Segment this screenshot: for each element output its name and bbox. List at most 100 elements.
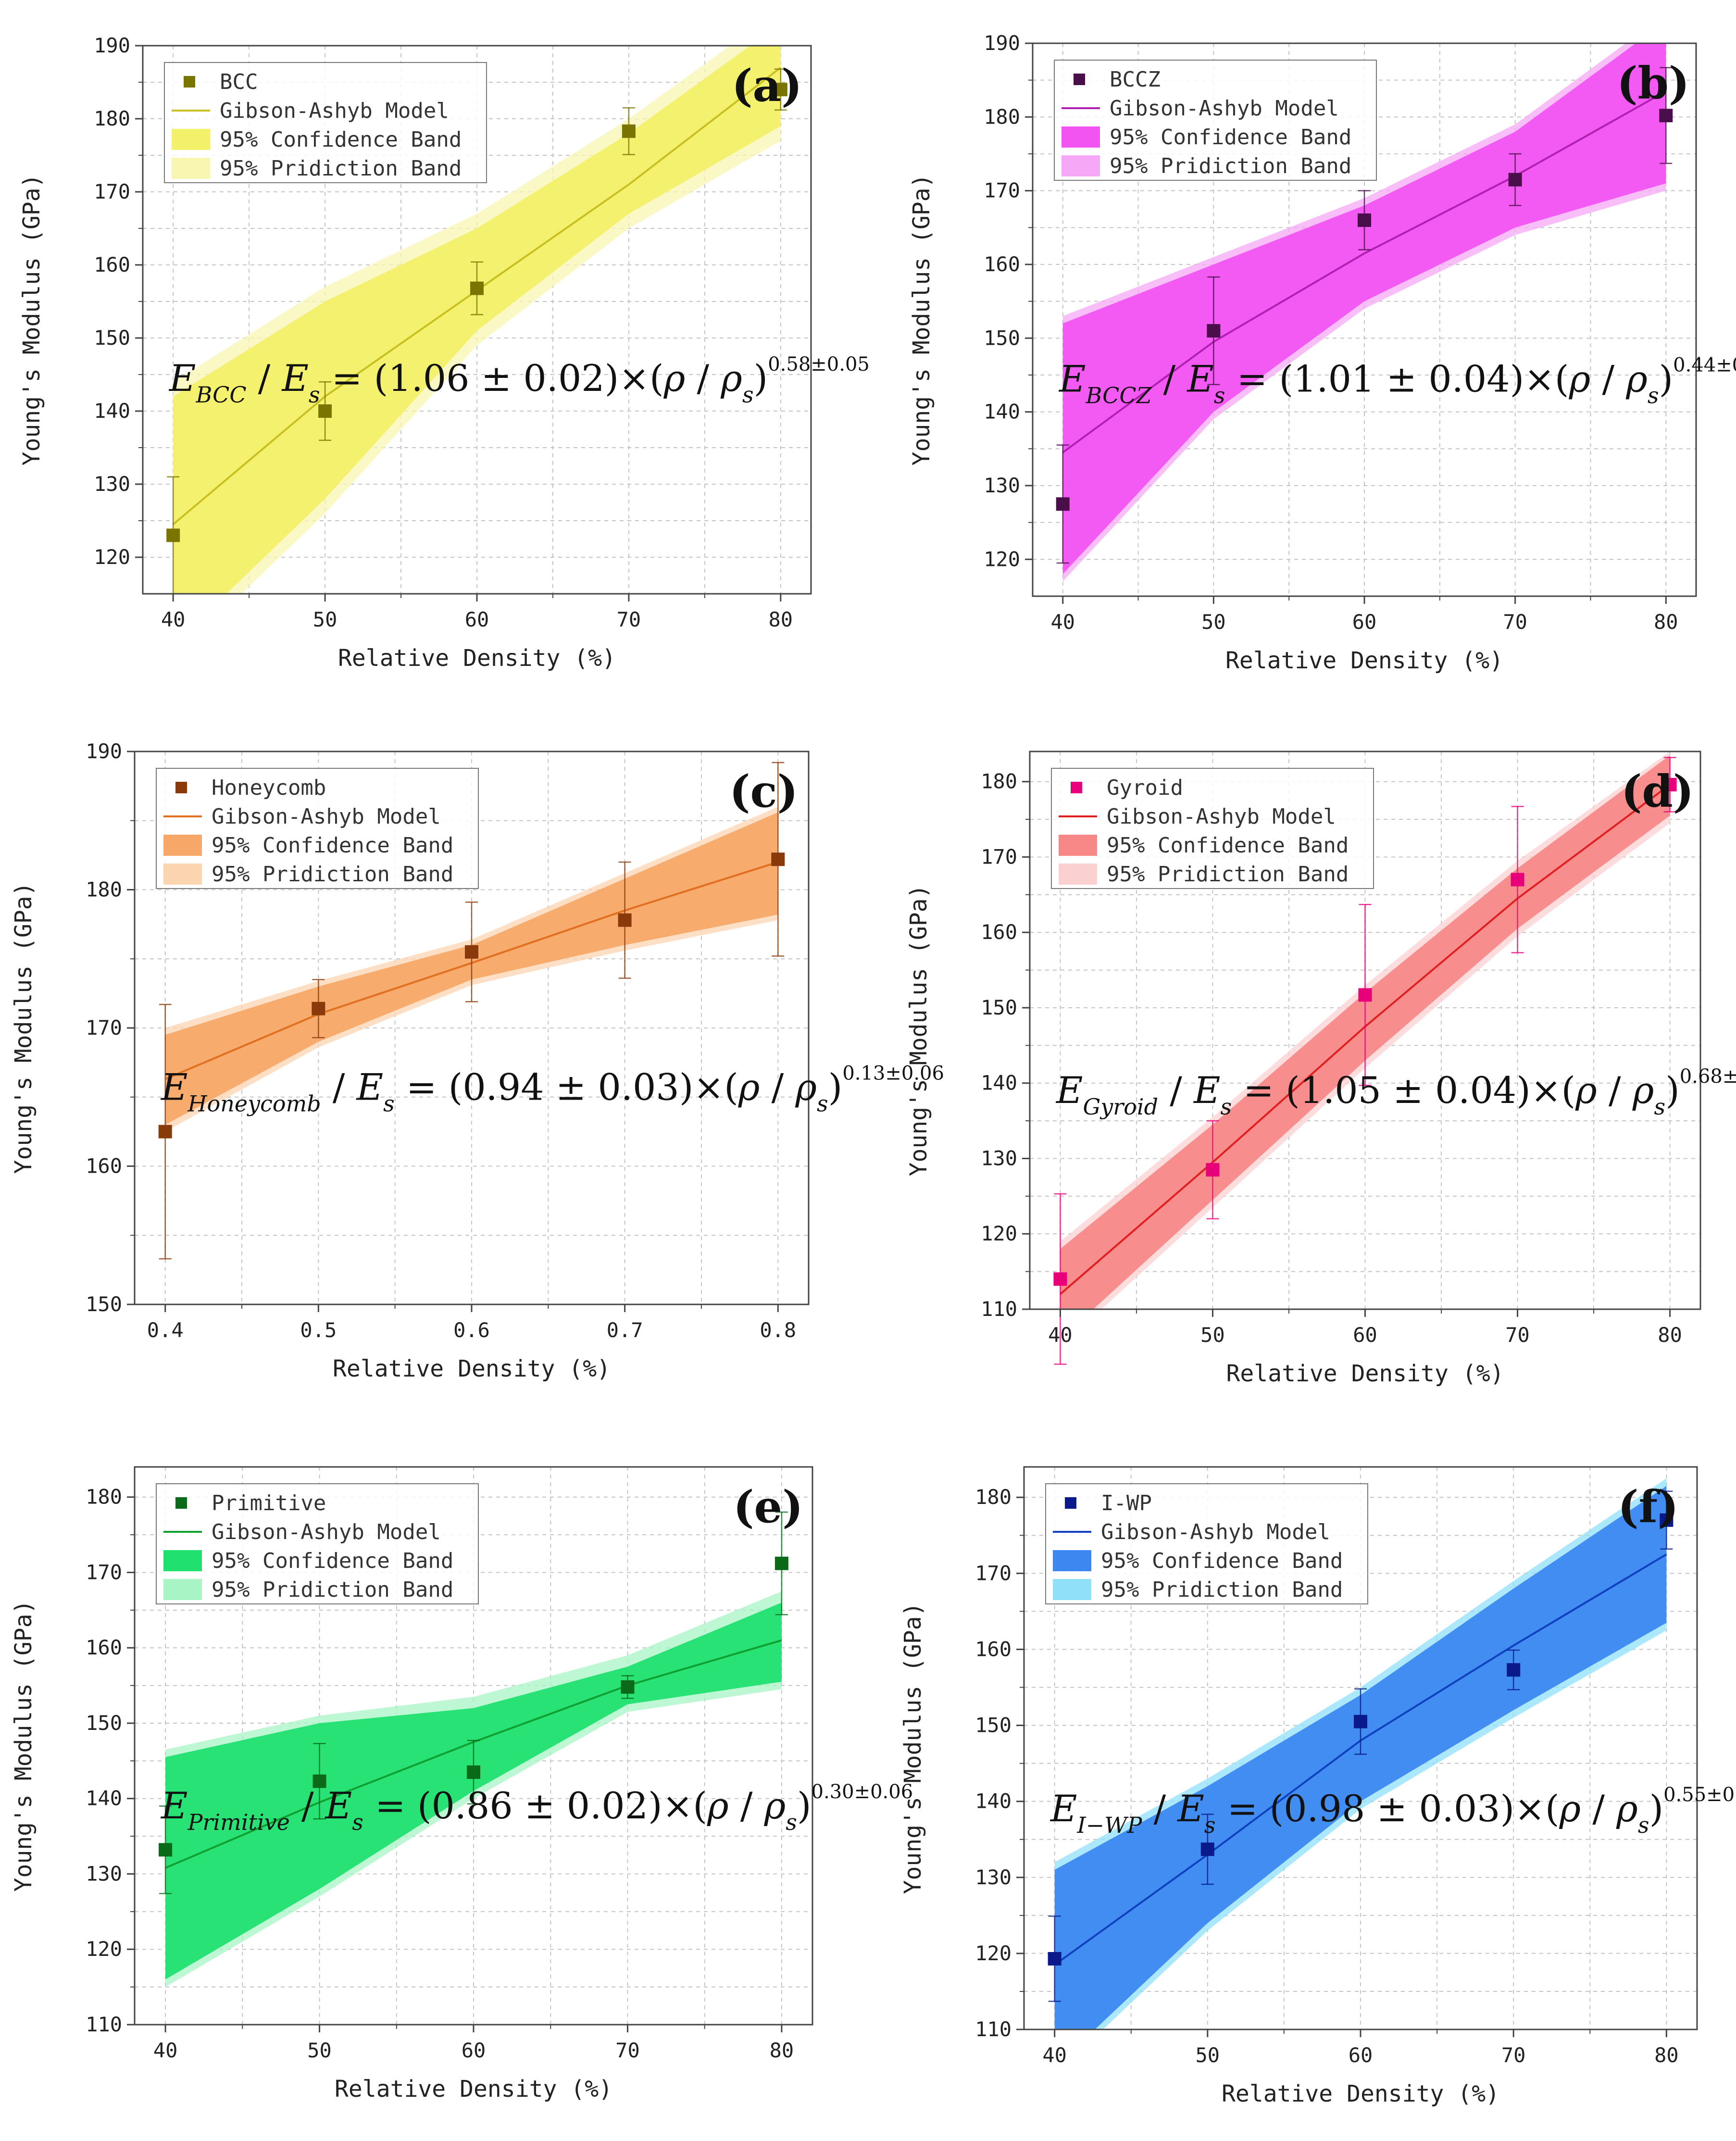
panel-label: (c) (729, 765, 798, 817)
legend-confidence-swatch (163, 1550, 202, 1571)
y-tick-label: 190 (86, 739, 122, 763)
legend-box (156, 768, 479, 889)
x-tick-label: 50 (313, 608, 337, 631)
data-point (1206, 1163, 1220, 1177)
y-tick-label: 160 (94, 253, 130, 276)
y-tick-label: 150 (94, 326, 130, 350)
y-tick-label: 150 (86, 1292, 122, 1316)
equation: EI−WP / Es = (0.98 ± 0.03)×(ρ / ρs)0.55±… (1049, 1784, 1736, 1838)
y-tick-label: 130 (86, 1862, 122, 1885)
panel-d: 40 50 60 70 80 110 120 130 140 150 160 170 180 Relati… (868, 713, 1736, 1426)
panel-label: (b) (1617, 57, 1689, 109)
legend-label: Gibson-Ashyb Model (212, 1520, 441, 1544)
legend-box (1051, 768, 1374, 889)
x-tick-label: 80 (1654, 2043, 1679, 2067)
x-tick-label: 70 (615, 2039, 640, 2062)
x-tick-label: 40 (161, 608, 186, 631)
y-tick-label: 130 (981, 1146, 1017, 1170)
y-tick-label: 150 (984, 326, 1020, 350)
y-tick-label: 110 (86, 2013, 122, 2036)
legend-prediction-swatch (1059, 864, 1097, 885)
x-tick-label: 60 (465, 608, 489, 631)
y-tick-label: 190 (94, 34, 130, 57)
legend-confidence-swatch (163, 835, 202, 856)
y-tick-label: 140 (984, 400, 1020, 424)
legend-prediction-swatch (1053, 1579, 1091, 1600)
y-axis-title: Young's Modulus (GPa) (10, 882, 37, 1174)
y-axis-title: Young's Modulus (GPa) (899, 1603, 926, 1894)
panel-f: 40 50 60 70 80 110 120 130 140 150 160 170 180 Relati… (868, 1426, 1736, 2139)
x-tick-label: 40 (153, 2039, 178, 2062)
legend-label: Gyroid (1107, 776, 1183, 800)
x-tick-label: 60 (462, 2039, 486, 2062)
data-point (1200, 1842, 1214, 1856)
legend-label: Gibson-Ashyb Model (212, 804, 441, 829)
legend-label: 95% Confidence Band (212, 833, 453, 858)
y-tick-label: 180 (94, 107, 130, 130)
x-tick-label: 0.4 (147, 1318, 184, 1342)
y-tick-label: 170 (984, 179, 1020, 202)
y-tick-label: 180 (981, 770, 1017, 793)
x-tick-label: 0.7 (607, 1318, 643, 1342)
legend-box (164, 62, 487, 183)
legend-label: I-WP (1101, 1491, 1152, 1515)
chart-svg-a: 40 50 60 70 80 120 130 140 150 160 170 180 190 Relati… (18, 34, 870, 672)
data-point (1508, 173, 1522, 187)
data-point (1354, 1715, 1367, 1728)
y-tick-label: 160 (86, 1154, 122, 1178)
equation: EPrimitive / Es = (0.86 ± 0.02)×(ρ / ρs)… (160, 1781, 913, 1835)
data-point (1507, 1663, 1521, 1677)
legend-label: Gibson-Ashyb Model (220, 99, 449, 123)
legend-confidence-swatch (172, 129, 210, 150)
legend-confidence-swatch (1053, 1550, 1091, 1571)
x-tick-label: 70 (1501, 2043, 1526, 2067)
data-point (1048, 1952, 1062, 1966)
x-axis-title: Relative Density (%) (338, 645, 616, 672)
x-tick-label: 80 (1654, 610, 1678, 634)
legend-box (156, 1483, 479, 1604)
legend-label: 95% Pridiction Band (220, 156, 462, 181)
y-tick-label: 180 (86, 1485, 122, 1509)
y-tick-label: 160 (984, 252, 1020, 276)
y-tick-label: 170 (86, 1560, 122, 1584)
x-tick-label: 40 (1050, 610, 1075, 634)
x-axis-title: Relative Density (%) (1226, 1360, 1504, 1387)
data-point (1659, 109, 1673, 123)
legend-marker-swatch (1071, 782, 1082, 793)
chart-svg-e: 40 50 60 70 80 110 120 130 140 150 160 170 180 Relati… (10, 1466, 913, 2103)
legend-label: 95% Pridiction Band (212, 862, 453, 887)
legend-prediction-swatch (163, 864, 202, 885)
y-tick-label: 110 (975, 2017, 1012, 2041)
data-point (159, 1843, 173, 1857)
legend-label: Gibson-Ashyb Model (1107, 804, 1336, 829)
y-tick-label: 120 (984, 547, 1020, 571)
x-tick-label: 80 (1658, 1323, 1682, 1347)
data-point (1663, 777, 1677, 791)
x-tick-label: 80 (769, 608, 793, 631)
legend-label: 95% Pridiction Band (1101, 1578, 1343, 1602)
y-tick-label: 170 (975, 1561, 1012, 1585)
y-axis-title: Young's Modulus (GPa) (18, 174, 45, 466)
legend-label: 95% Confidence Band (1107, 833, 1349, 858)
y-tick-label: 130 (975, 1866, 1012, 1889)
data-point (312, 1774, 326, 1788)
data-point (1056, 497, 1070, 511)
x-tick-label: 50 (1201, 610, 1226, 634)
panel-label: (a) (732, 60, 802, 112)
confidence-band (1054, 1486, 1667, 2029)
data-point (467, 1765, 480, 1779)
y-tick-label: 120 (86, 1937, 122, 1961)
chart-svg-c: 0.4 0.5 0.6 0.7 0.8 150 160 170 180 190 Relative D… (10, 739, 944, 1382)
x-tick-label: 70 (617, 608, 641, 631)
legend-confidence-swatch (1059, 835, 1097, 856)
data-point (618, 913, 632, 927)
data-point (158, 1125, 172, 1139)
x-tick-label: 0.5 (300, 1318, 337, 1342)
legend-prediction-swatch (172, 158, 210, 179)
data-point (318, 404, 332, 418)
y-tick-label: 130 (94, 472, 130, 496)
x-tick-label: 50 (1196, 2043, 1220, 2067)
y-tick-label: 150 (86, 1711, 122, 1735)
x-tick-label: 0.8 (760, 1318, 796, 1342)
legend-label: BCC (220, 70, 258, 94)
